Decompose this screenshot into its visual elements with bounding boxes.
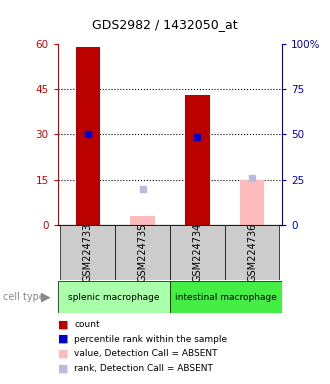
- Bar: [130, 216, 155, 225]
- Bar: [170, 225, 225, 280]
- Text: rank, Detection Call = ABSENT: rank, Detection Call = ABSENT: [74, 364, 213, 373]
- Bar: [58, 281, 170, 313]
- Bar: [76, 47, 100, 225]
- Text: percentile rank within the sample: percentile rank within the sample: [74, 334, 227, 344]
- Bar: [115, 225, 170, 280]
- Text: count: count: [74, 320, 100, 329]
- Bar: [170, 281, 282, 313]
- Text: value, Detection Call = ABSENT: value, Detection Call = ABSENT: [74, 349, 218, 358]
- Text: GSM224733: GSM224733: [83, 223, 93, 282]
- Text: ■: ■: [58, 334, 68, 344]
- Bar: [60, 225, 115, 280]
- Bar: [225, 225, 280, 280]
- Text: ■: ■: [58, 363, 68, 373]
- Text: GDS2982 / 1432050_at: GDS2982 / 1432050_at: [92, 18, 238, 31]
- Bar: [240, 180, 264, 225]
- Text: ▶: ▶: [41, 291, 50, 304]
- Text: cell type: cell type: [3, 292, 45, 302]
- Text: GSM224735: GSM224735: [138, 223, 148, 282]
- Text: GSM224736: GSM224736: [247, 223, 257, 282]
- Text: ■: ■: [58, 349, 68, 359]
- Text: splenic macrophage: splenic macrophage: [68, 293, 160, 302]
- Text: GSM224734: GSM224734: [192, 223, 202, 282]
- Text: intestinal macrophage: intestinal macrophage: [175, 293, 277, 302]
- Bar: [185, 95, 210, 225]
- Text: ■: ■: [58, 319, 68, 329]
